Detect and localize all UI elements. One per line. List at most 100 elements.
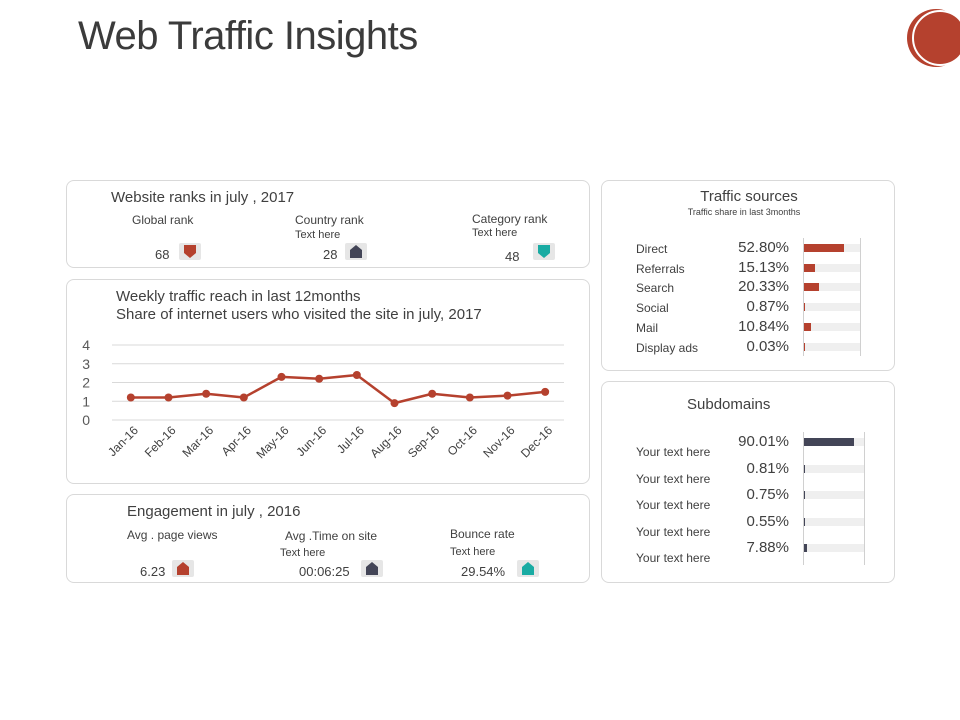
ranks-title: Website ranks in july , 2017 <box>111 189 295 206</box>
data-point <box>315 374 324 383</box>
traffic-source-percent: 15.13% <box>738 258 789 276</box>
x-tick-label: Feb-16 <box>142 423 179 460</box>
subdomains-title: Subdomains <box>687 396 771 413</box>
category-rank-label: Category rank <box>472 212 548 226</box>
traffic-source-percent: 52.80% <box>738 239 789 256</box>
arrow-up-icon <box>177 562 189 575</box>
traffic-subtitle: Traffic share in last 3months <box>687 207 801 217</box>
country-rank-sub: Text here <box>295 229 341 241</box>
subdomain-bar <box>803 544 808 552</box>
data-point <box>239 393 248 402</box>
x-tick-label: Sep-16 <box>405 423 442 460</box>
subdomains-card: Subdomains Your text here 90.01% Your text… <box>601 381 895 583</box>
x-tick-label: Mar-16 <box>180 423 217 460</box>
traffic-source-label: Direct <box>636 242 668 256</box>
traffic-source-bar <box>803 322 812 331</box>
y-tick-label: 0 <box>82 412 90 428</box>
engagement-title: Engagement in july , 2016 <box>127 503 301 520</box>
weekly-traffic-line-chart: 0 1 2 3 4 Jan-16 Feb-16 Mar-16 Apr-16 May-16 Jun-1… <box>82 337 564 461</box>
data-point <box>126 393 135 402</box>
subdomain-bar <box>803 517 805 526</box>
subdomain-axis-left <box>803 432 804 565</box>
bounce-rate-sub: Text here <box>450 546 496 558</box>
data-point <box>164 393 173 402</box>
country-rank-badge <box>345 243 367 260</box>
traffic-title: Traffic sources <box>700 188 798 205</box>
subdomain-label: Your text here <box>636 471 711 486</box>
traffic-source-bar <box>803 283 819 292</box>
subdomain-label: Your text here <box>636 524 711 539</box>
traffic-source-label: Referrals <box>636 261 685 276</box>
data-point <box>503 391 512 400</box>
subdomain-percent: 0.81% <box>746 459 789 477</box>
engagement-card: Engagement in july , 2016 Avg . page vie… <box>66 494 590 583</box>
traffic-source-percent: 0.03% <box>746 337 789 355</box>
bounce-rate-value: 29.54% <box>461 564 506 579</box>
x-tick-label: Apr-16 <box>219 423 255 459</box>
time-on-site-badge <box>361 560 383 577</box>
traffic-source-label: Search <box>636 281 675 296</box>
arrow-up-icon <box>366 562 378 575</box>
bounce-rate-badge <box>517 560 539 577</box>
subdomain-label: Your text here <box>636 551 711 565</box>
subdomain-bar <box>803 438 854 446</box>
page-views-badge <box>172 560 194 577</box>
page-title: Web Traffic Insights <box>78 14 418 58</box>
subdomain-bar-track <box>803 464 864 473</box>
y-tick-label: 4 <box>82 337 90 353</box>
weekly-subtitle: Share of internet users who visited the … <box>116 306 482 323</box>
data-point <box>277 372 286 381</box>
traffic-source-bar <box>803 244 844 252</box>
traffic-source-bar-track <box>803 322 860 331</box>
x-tick-label: Nov-16 <box>480 423 517 460</box>
time-on-site-sub: Text here <box>280 547 326 559</box>
data-point <box>465 393 474 402</box>
traffic-source-bar-track <box>803 342 860 351</box>
traffic-source-bar-track <box>803 263 860 272</box>
category-rank-sub: Text here <box>472 227 518 239</box>
subdomain-percent: 90.01% <box>738 433 789 450</box>
subdomain-label: Your text here <box>636 445 711 459</box>
page-views-value: 6.23 <box>140 564 166 579</box>
country-rank-value: 28 <box>323 247 338 262</box>
arrow-down-icon <box>538 245 550 258</box>
data-point <box>541 387 550 396</box>
country-rank-label: Country rank <box>295 213 364 227</box>
traffic-source-percent: 20.33% <box>738 278 789 296</box>
weekly-traffic-card: Weekly traffic reach in last 12months Sh… <box>66 279 590 484</box>
x-tick-label: Aug-16 <box>367 423 404 460</box>
arrow-down-icon <box>184 245 196 258</box>
traffic-source-bar <box>803 263 815 272</box>
y-tick-label: 1 <box>82 393 90 409</box>
x-tick-label: Jun-16 <box>293 423 329 459</box>
traffic-source-bar-track <box>803 303 860 312</box>
subdomain-label: Your text here <box>636 498 711 512</box>
subdomain-axis-line <box>864 432 865 565</box>
subdomain-percent: 0.55% <box>746 512 789 530</box>
data-point <box>352 371 361 379</box>
data-point <box>202 389 211 398</box>
x-tick-label: May-16 <box>253 423 291 461</box>
y-tick-label: 3 <box>82 356 90 372</box>
subdomain-bar-track <box>803 491 864 499</box>
subdomain-bar-track <box>803 544 864 552</box>
traffic-source-label: Mail <box>636 320 659 335</box>
page-views-label: Avg . page views <box>127 528 218 542</box>
traffic-source-bar-track <box>803 244 860 252</box>
traffic-sources-card: Traffic sources Traffic share in last 3m… <box>601 180 895 371</box>
data-point <box>428 389 437 398</box>
x-tick-label: Jan-16 <box>105 423 141 459</box>
y-tick-label: 2 <box>82 375 90 391</box>
circle-logo-icon <box>907 9 960 67</box>
subdomain-percent: 7.88% <box>746 539 789 556</box>
traffic-source-percent: 10.84% <box>738 317 789 335</box>
subdomain-bar-track <box>803 517 864 526</box>
global-rank-label: Global rank <box>132 213 194 227</box>
weekly-title: Weekly traffic reach in last 12months <box>116 288 361 305</box>
category-rank-value: 48 <box>505 249 520 264</box>
series-line <box>130 373 546 405</box>
ranks-card: Website ranks in july , 2017 Global rank… <box>66 180 590 268</box>
x-tick-label: Oct-16 <box>445 423 481 459</box>
subdomain-bar <box>803 464 805 473</box>
traffic-source-axis-left <box>803 238 804 357</box>
